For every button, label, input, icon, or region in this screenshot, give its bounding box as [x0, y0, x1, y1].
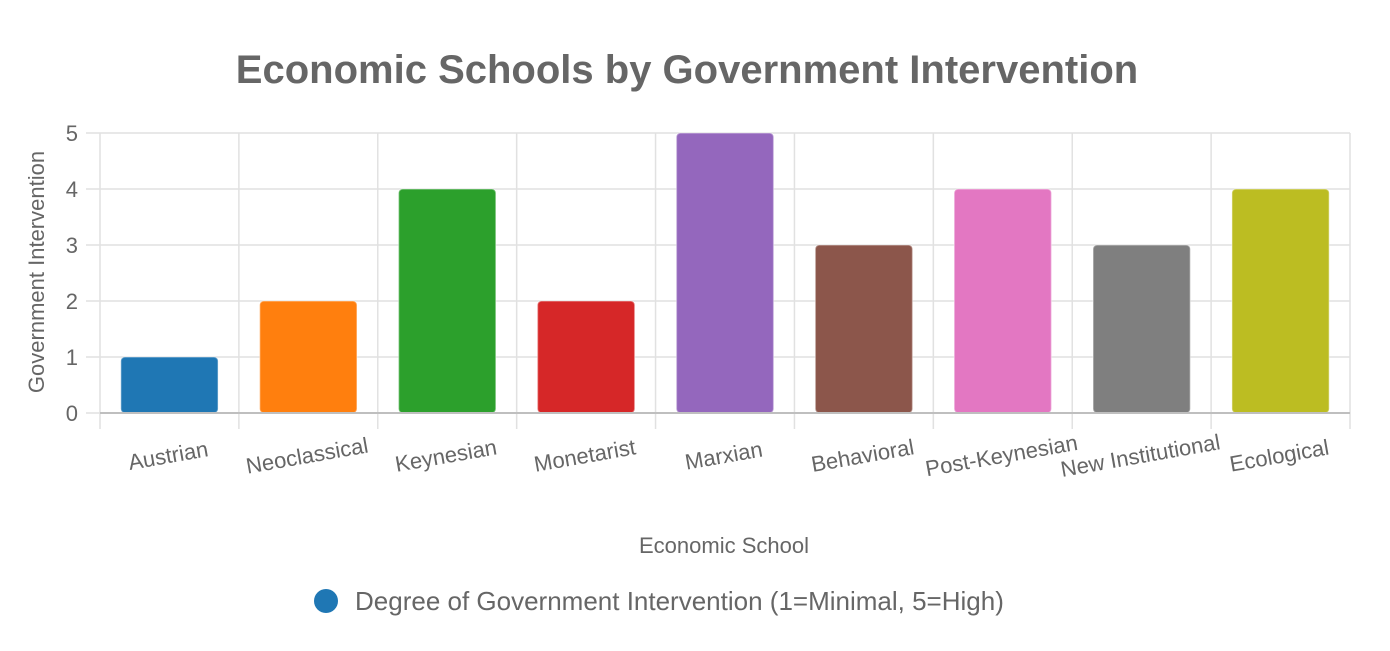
x-axis-title: Economic School — [639, 533, 809, 558]
x-tick-label: New Institutional — [1059, 429, 1222, 482]
y-axis-title: Government Intervention — [24, 151, 49, 393]
bar-new-institutional[interactable] — [1092, 244, 1192, 414]
y-tick-label: 5 — [66, 121, 78, 146]
x-tick-label: Neoclassical — [244, 433, 370, 479]
x-tick-label: Monetarist — [532, 434, 637, 476]
y-tick-label: 0 — [66, 401, 78, 426]
bar-austrian[interactable] — [120, 356, 219, 414]
bar-marxian[interactable] — [675, 132, 775, 414]
bar-post-keynesian[interactable] — [953, 188, 1053, 414]
legend-marker — [314, 589, 338, 613]
y-tick-label: 3 — [66, 233, 78, 258]
bar-neoclassical[interactable] — [258, 300, 358, 414]
y-tick-label: 4 — [66, 177, 78, 202]
bars-layer — [120, 132, 1330, 414]
x-tick-label: Behavioral — [809, 434, 916, 477]
x-tick-label: Ecological — [1228, 435, 1331, 477]
x-tick-label: Keynesian — [393, 434, 499, 476]
x-tick-label: Post-Keynesian — [923, 430, 1079, 481]
y-tick-label: 1 — [66, 345, 78, 370]
legend-label: Degree of Government Intervention (1=Min… — [355, 586, 1004, 616]
y-tick-label: 2 — [66, 289, 78, 314]
x-tick-label: Marxian — [683, 437, 764, 475]
x-tick-label: Austrian — [126, 436, 210, 475]
chart-title: Economic Schools by Government Intervent… — [236, 48, 1138, 92]
bar-keynesian[interactable] — [397, 188, 497, 414]
bar-ecological[interactable] — [1231, 188, 1330, 414]
bar-behavioral[interactable] — [814, 244, 914, 414]
legend[interactable]: Degree of Government Intervention (1=Min… — [314, 586, 1004, 616]
bar-monetarist[interactable] — [536, 300, 636, 414]
